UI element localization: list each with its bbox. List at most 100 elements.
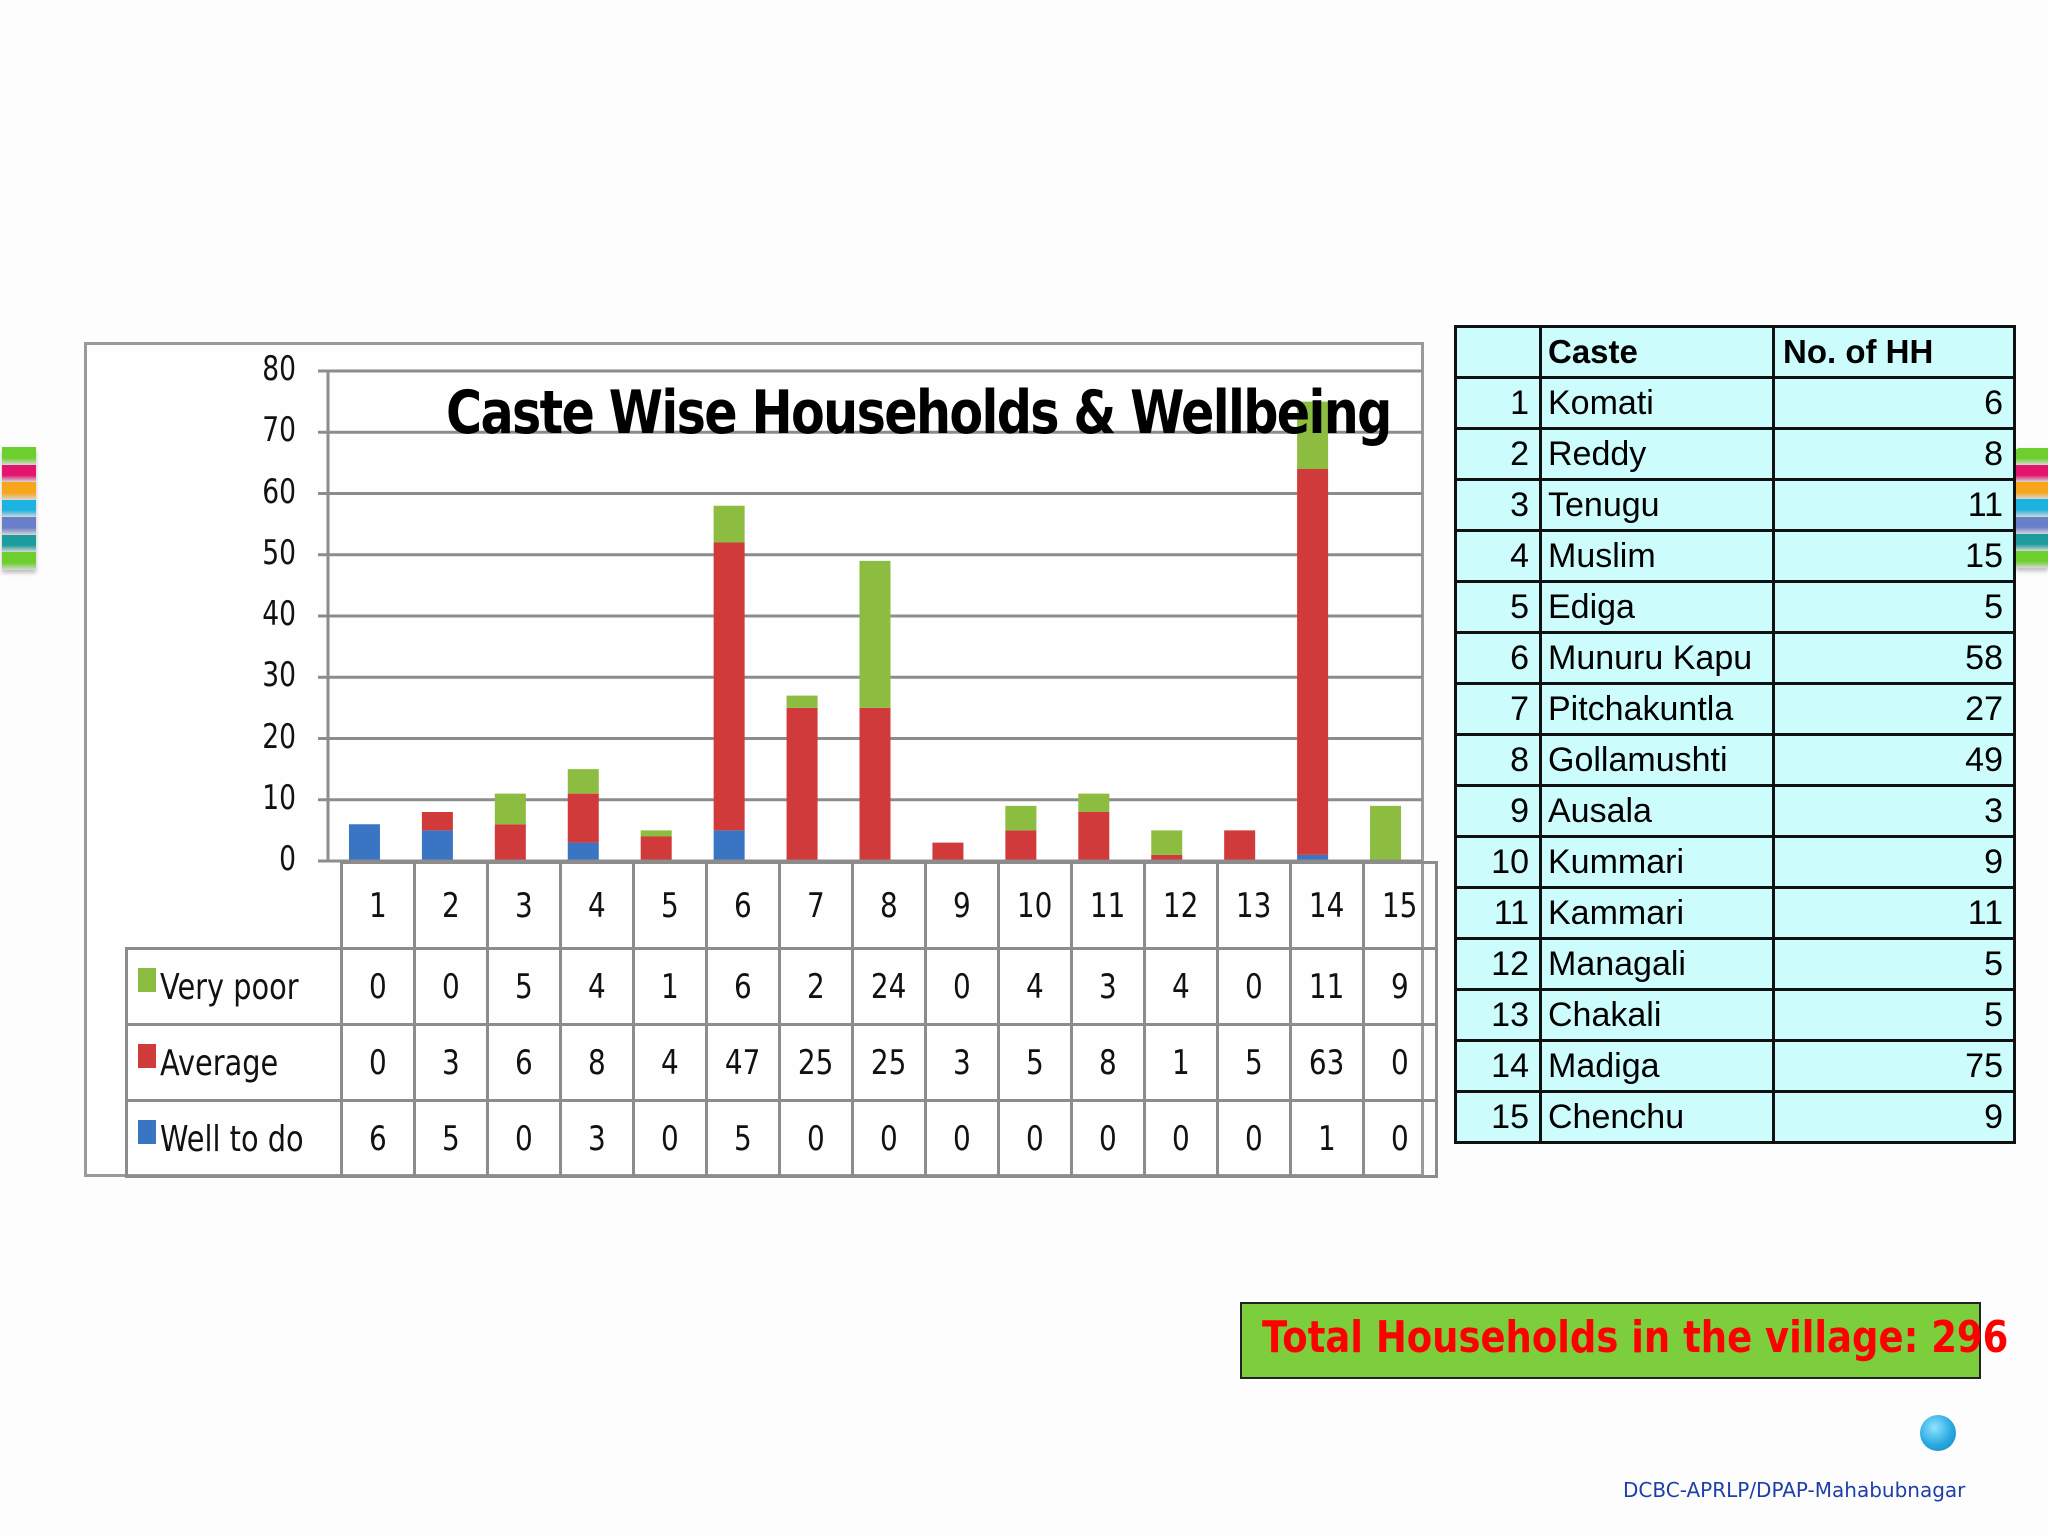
data-cell: 2 [777,947,854,1026]
caste-table-row: 14 Madiga 75 [1454,1039,2016,1093]
decorative-stripe-left [2,447,36,571]
caste-table-row: 11 Kammari 11 [1454,886,2016,940]
data-cell: 3 [1069,947,1146,1026]
row-index: 8 [1454,733,1542,787]
caste-table-row: 5 Ediga 5 [1454,580,2016,634]
caste-table-row: 9 Ausala 3 [1454,784,2016,838]
caste-table-row: 4 Muslim 15 [1454,529,2016,583]
data-cell: 5 [1215,1023,1292,1102]
data-cell: 24 [850,947,927,1026]
data-cell: 25 [850,1023,927,1102]
household-count: 27 [1772,682,2016,736]
household-count: 9 [1772,835,2016,889]
category-label: 2 [412,861,489,950]
bar-segment [640,830,672,837]
y-tick-label: 60 [262,471,296,512]
data-cell: 6 [339,1099,416,1178]
bar-segment [421,812,453,831]
household-count: 15 [1772,529,2016,583]
data-cell: 0 [1215,1099,1292,1178]
caste-table-row: 8 Gollamushti 49 [1454,733,2016,787]
row-index: 12 [1454,937,1542,991]
row-index: 10 [1454,835,1542,889]
data-cell: 0 [923,947,1000,1026]
row-index: 15 [1454,1090,1542,1144]
household-count: 49 [1772,733,2016,787]
bar-segment [1005,805,1037,831]
data-cell: 0 [777,1099,854,1178]
data-cell: 1 [631,947,708,1026]
row-index: 3 [1454,478,1542,532]
bar-segment [567,793,599,843]
household-count: 5 [1772,580,2016,634]
bar-segment [786,695,818,708]
category-label: 15 [1361,861,1438,950]
caste-table-row: 15 Chenchu 9 [1454,1090,2016,1144]
household-count: 5 [1772,937,2016,991]
y-tick-label: 70 [262,410,296,451]
data-cell: 1 [1288,1099,1365,1178]
category-label: 9 [923,861,1000,950]
series-row-average: Average 0 3 6 8 4 47 25 25 3 5 8 1 5 63 0 [125,1023,1438,1102]
header-index [1454,325,1542,379]
household-count: 6 [1772,376,2016,430]
data-cell: 5 [996,1023,1073,1102]
data-cell: 4 [631,1023,708,1102]
household-count: 75 [1772,1039,2016,1093]
caste-table-row: 2 Reddy 8 [1454,427,2016,481]
bar-segment [859,707,891,861]
data-cell: 5 [412,1099,489,1178]
blank-cell [126,862,343,950]
y-tick-label: 50 [262,532,296,573]
legend-entry-well-to-do: Well to do [125,1099,343,1178]
caste-name: Munuru Kapu [1539,631,1775,685]
bar-segment [494,793,526,825]
total-households-box [1240,1302,1981,1379]
caste-name: Komati [1539,376,1775,430]
category-label: 8 [850,861,927,950]
caste-table-row: 1 Komati 6 [1454,376,2016,430]
row-index: 11 [1454,886,1542,940]
data-cell: 0 [1142,1099,1219,1178]
category-label: 5 [631,861,708,950]
data-cell: 3 [412,1023,489,1102]
data-cell: 8 [1069,1023,1146,1102]
y-tick-label: 80 [262,349,296,389]
category-label: 1 [339,861,416,950]
bar-segment [1151,830,1183,855]
data-cell: 0 [1215,947,1292,1026]
bar-segment [1297,469,1329,855]
household-count: 9 [1772,1090,2016,1144]
row-index: 5 [1454,580,1542,634]
bar-segment [1297,854,1329,861]
caste-name: Gollamushti [1539,733,1775,787]
household-count: 11 [1772,886,2016,940]
bar-segment [1005,830,1037,861]
data-cell: 0 [1361,1023,1438,1102]
data-cell: 11 [1288,947,1365,1026]
category-label: 13 [1215,861,1292,950]
footer-credit: DCBC-APRLP/DPAP-Mahabubnagar [1623,1478,1966,1502]
caste-name: Chenchu [1539,1090,1775,1144]
data-cell: 47 [704,1023,781,1102]
bar-segment [1151,854,1183,861]
bar-segment [494,824,526,861]
data-cell: 0 [923,1099,1000,1178]
total-households-text: Total Households in the village: 296 [1262,1312,2009,1363]
category-label: 10 [996,861,1073,950]
caste-name: Ediga [1539,580,1775,634]
household-count: 11 [1772,478,2016,532]
legend-swatch-icon [138,1044,156,1068]
legend-swatch-icon [138,968,156,992]
legend-swatch-icon [138,1120,156,1144]
row-index: 14 [1454,1039,1542,1093]
decorative-stripe-right [2014,448,2048,568]
caste-table-row: 7 Pitchakuntla 27 [1454,682,2016,736]
data-cell: 9 [1361,947,1438,1026]
header-no-of-hh: No. of HH [1772,325,2016,379]
bar-segment [1370,805,1402,861]
caste-name: Managali [1539,937,1775,991]
data-cell: 6 [485,1023,562,1102]
blue-bullet-icon [1920,1415,1956,1451]
